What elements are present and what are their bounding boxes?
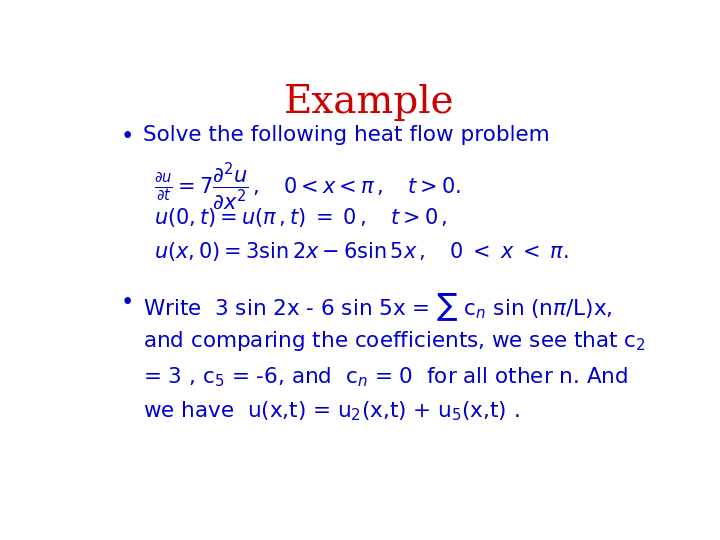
- Text: we have  u(x,t) = u$_2$(x,t) + u$_5$(x,t) .: we have u(x,t) = u$_2$(x,t) + u$_5$(x,t)…: [143, 400, 520, 423]
- Text: $u(0,t)=u(\pi\,,t)\;=\;0\,,\quad t>0\,,$: $u(0,t)=u(\pi\,,t)\;=\;0\,,\quad t>0\,,$: [154, 206, 448, 229]
- Text: Example: Example: [284, 84, 454, 120]
- Text: $u(x,0)=3\sin 2x-6\sin 5x\,,\quad 0\;<\;x\;<\;\pi.$: $u(x,0)=3\sin 2x-6\sin 5x\,,\quad 0\;<\;…: [154, 240, 569, 264]
- Text: = 3 , c$_5$ = -6, and  c$_n$ = 0  for all other n. And: = 3 , c$_5$ = -6, and c$_n$ = 0 for all …: [143, 365, 628, 389]
- Text: Solve the following heat flow problem: Solve the following heat flow problem: [143, 125, 550, 145]
- Text: •: •: [121, 125, 134, 148]
- Text: $\frac{\partial u}{\partial t} = 7\dfrac{\partial^2 u}{\partial x^2}$$\,, \quad : $\frac{\partial u}{\partial t} = 7\dfrac…: [154, 160, 461, 212]
- Text: Write  3 sin 2x - 6 sin 5x = $\sum$ c$_n$ sin (n$\pi$/L)x,: Write 3 sin 2x - 6 sin 5x = $\sum$ c$_n$…: [143, 292, 613, 323]
- Text: •: •: [121, 292, 134, 314]
- Text: and comparing the coefficients, we see that c$_2$: and comparing the coefficients, we see t…: [143, 329, 646, 353]
